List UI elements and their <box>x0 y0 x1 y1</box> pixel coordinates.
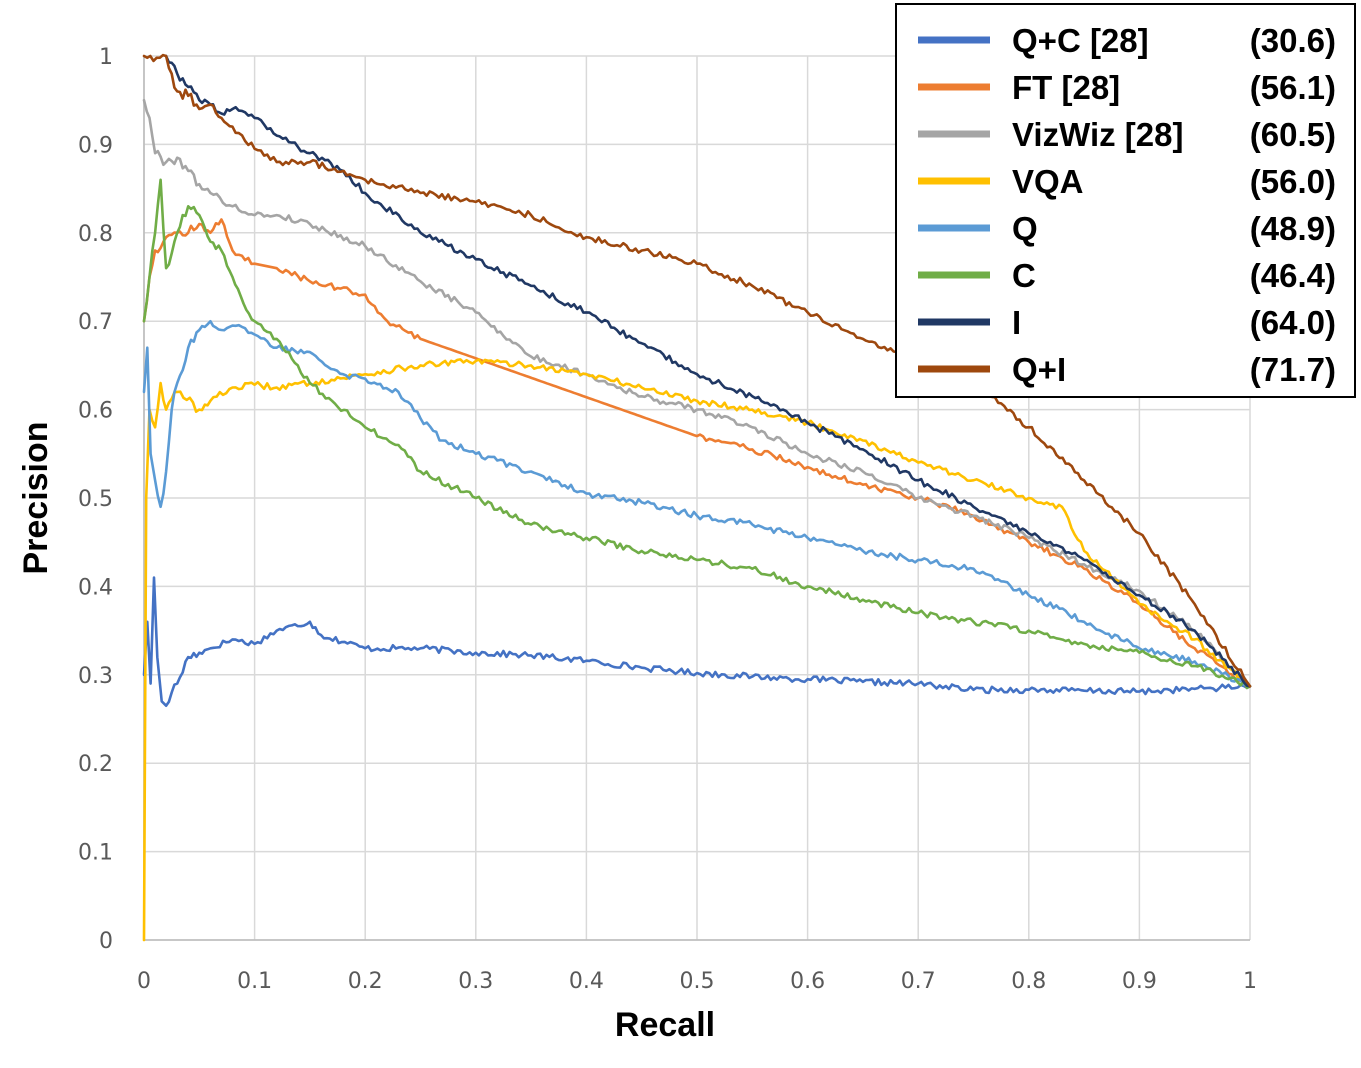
legend-label: Q+C [28] <box>1012 22 1149 59</box>
legend-item-vqa: VQA (56.0) <box>918 163 1336 200</box>
legend-label: Q+I <box>1012 351 1066 388</box>
x-tick-label: 0.3 <box>458 969 493 994</box>
y-tick-label: 1 <box>99 45 113 70</box>
y-tick-label: 0.6 <box>78 399 113 424</box>
legend-label: I <box>1012 304 1021 341</box>
legend-item-ft-28: FT [28] (56.1) <box>918 69 1336 106</box>
x-tick-label: 0.5 <box>680 969 715 994</box>
legend-score: (46.4) <box>1250 257 1336 294</box>
y-tick-label: 0.8 <box>78 222 113 247</box>
x-tick-label: 0.7 <box>901 969 936 994</box>
series-line-vizwiz-28 <box>142 98 1252 688</box>
legend-item-q-c-28: Q+C [28] (30.6) <box>918 22 1336 59</box>
legend-score: (56.1) <box>1250 69 1336 106</box>
x-tick-label: 0.6 <box>790 969 825 994</box>
x-tick-label: 1 <box>1243 969 1257 994</box>
series-line-q-i <box>142 53 1252 688</box>
series-line-c <box>142 178 1252 690</box>
legend-box <box>895 3 1356 398</box>
legend: Q+C [28] (30.6) FT [28] (56.1) VizWiz [28] (6… <box>895 3 1356 398</box>
y-tick-label: 0.7 <box>78 310 113 335</box>
series-line-ft-28 <box>142 218 1252 688</box>
legend-label: FT [28] <box>1012 69 1120 106</box>
x-axis-title: Recall <box>615 1006 715 1044</box>
x-tick-label: 0.1 <box>237 969 272 994</box>
y-tick-label: 0.4 <box>78 575 113 600</box>
legend-label: C <box>1012 257 1036 294</box>
x-tick-labels: 0 0.1 0.2 0.3 0.4 0.5 0.6 0.7 0.8 0.9 1 <box>137 969 1257 994</box>
legend-item-c: C (46.4) <box>918 257 1336 294</box>
series-line-q <box>142 319 1252 688</box>
x-tick-label: 0 <box>137 969 151 994</box>
y-tick-label: 0.9 <box>78 133 113 158</box>
y-tick-label: 0.5 <box>78 487 113 512</box>
x-tick-label: 0.8 <box>1011 969 1046 994</box>
legend-item-q: Q (48.9) <box>918 210 1336 247</box>
y-axis-title: Precision <box>17 421 55 574</box>
y-tick-labels: 0 0.1 0.2 0.3 0.4 0.5 0.6 0.7 0.8 0.9 1 <box>78 45 113 954</box>
legend-score: (60.5) <box>1250 116 1336 153</box>
legend-label: VizWiz [28] <box>1012 116 1183 153</box>
y-tick-label: 0.3 <box>78 664 113 689</box>
legend-score: (71.7) <box>1250 351 1336 388</box>
legend-score: (64.0) <box>1250 304 1336 341</box>
legend-label: VQA <box>1012 163 1084 200</box>
x-tick-label: 0.9 <box>1122 969 1157 994</box>
legend-item-q-i: Q+I (71.7) <box>918 351 1336 388</box>
legend-score: (48.9) <box>1250 210 1336 247</box>
legend-label: Q <box>1012 210 1038 247</box>
series-line-vqa <box>142 358 1252 942</box>
legend-item-i: I (64.0) <box>918 304 1336 341</box>
x-tick-label: 0.2 <box>348 969 383 994</box>
y-tick-label: 0.1 <box>78 841 113 866</box>
y-tick-label: 0 <box>99 929 113 954</box>
legend-score: (56.0) <box>1250 163 1336 200</box>
x-tick-label: 0.4 <box>569 969 604 994</box>
y-tick-label: 0.2 <box>78 752 113 777</box>
legend-item-vizwiz-28: VizWiz [28] (60.5) <box>918 116 1336 153</box>
series-line-i <box>164 54 1252 688</box>
series-lines <box>142 53 1252 942</box>
series-line-q-c-28 <box>142 576 1252 707</box>
legend-score: (30.6) <box>1250 22 1336 59</box>
